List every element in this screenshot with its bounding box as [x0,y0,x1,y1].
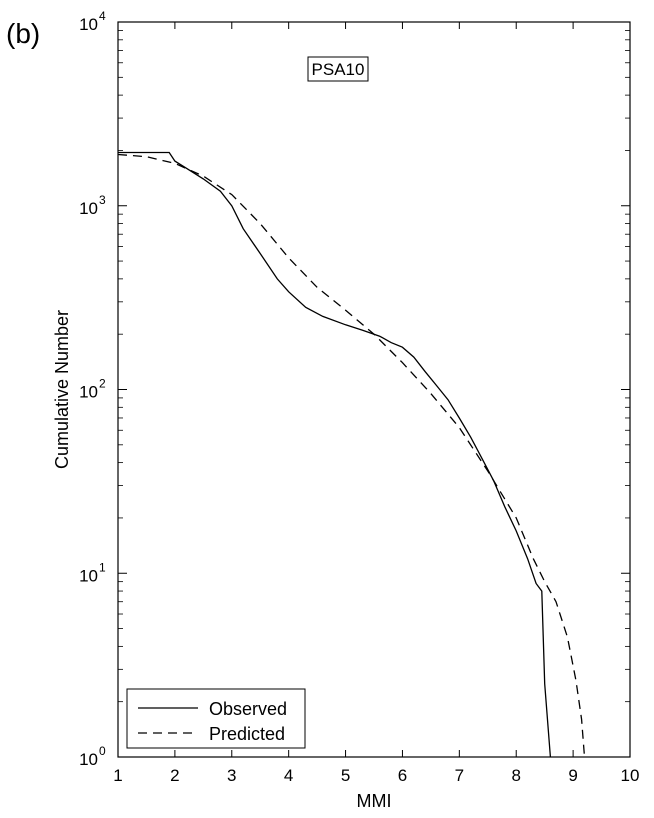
x-tick-label: 10 [621,766,640,785]
annotation-text: PSA10 [312,60,365,79]
y-tick-exponent: 3 [99,193,106,207]
axis-ticks [117,21,631,758]
legend-frame [126,688,306,749]
y-tick-label: 10 [79,566,98,585]
x-tick-label: 7 [455,766,464,785]
annotation-box: PSA10 [307,56,369,82]
legend: Observed Predicted [126,688,306,749]
y-tick-exponent: 4 [99,9,106,23]
legend-label-observed: Observed [209,699,287,719]
x-tick-label: 4 [284,766,293,785]
x-tick-label: 5 [341,766,350,785]
legend-label-predicted: Predicted [209,724,285,744]
x-tick-label: 9 [568,766,577,785]
y-tick-label: 10 [79,199,98,218]
y-tick-exponent: 1 [99,560,106,574]
y-axis-label: Cumulative Number [52,310,72,469]
y-tick-label: 10 [79,15,98,34]
y-tick-label: 10 [79,383,98,402]
plot-area [117,21,631,758]
x-tick-labels: 1 2 3 4 5 6 7 8 9 10 [113,766,639,785]
panel-label: (b) [6,18,41,49]
y-tick-label: 10 [79,750,98,769]
series-line-predicted [117,153,586,758]
x-axis-label: MMI [357,791,392,811]
annotation-frame [307,56,369,82]
x-tick-label: 6 [398,766,407,785]
series-line-observed [118,151,552,758]
y-tick-exponent: 0 [99,744,106,758]
y-tick-exponent: 2 [99,377,106,391]
x-tick-label: 2 [170,766,179,785]
x-tick-label: 8 [511,766,520,785]
x-tick-label: 3 [227,766,236,785]
series-layer [117,151,586,758]
x-tick-label: 1 [113,766,122,785]
